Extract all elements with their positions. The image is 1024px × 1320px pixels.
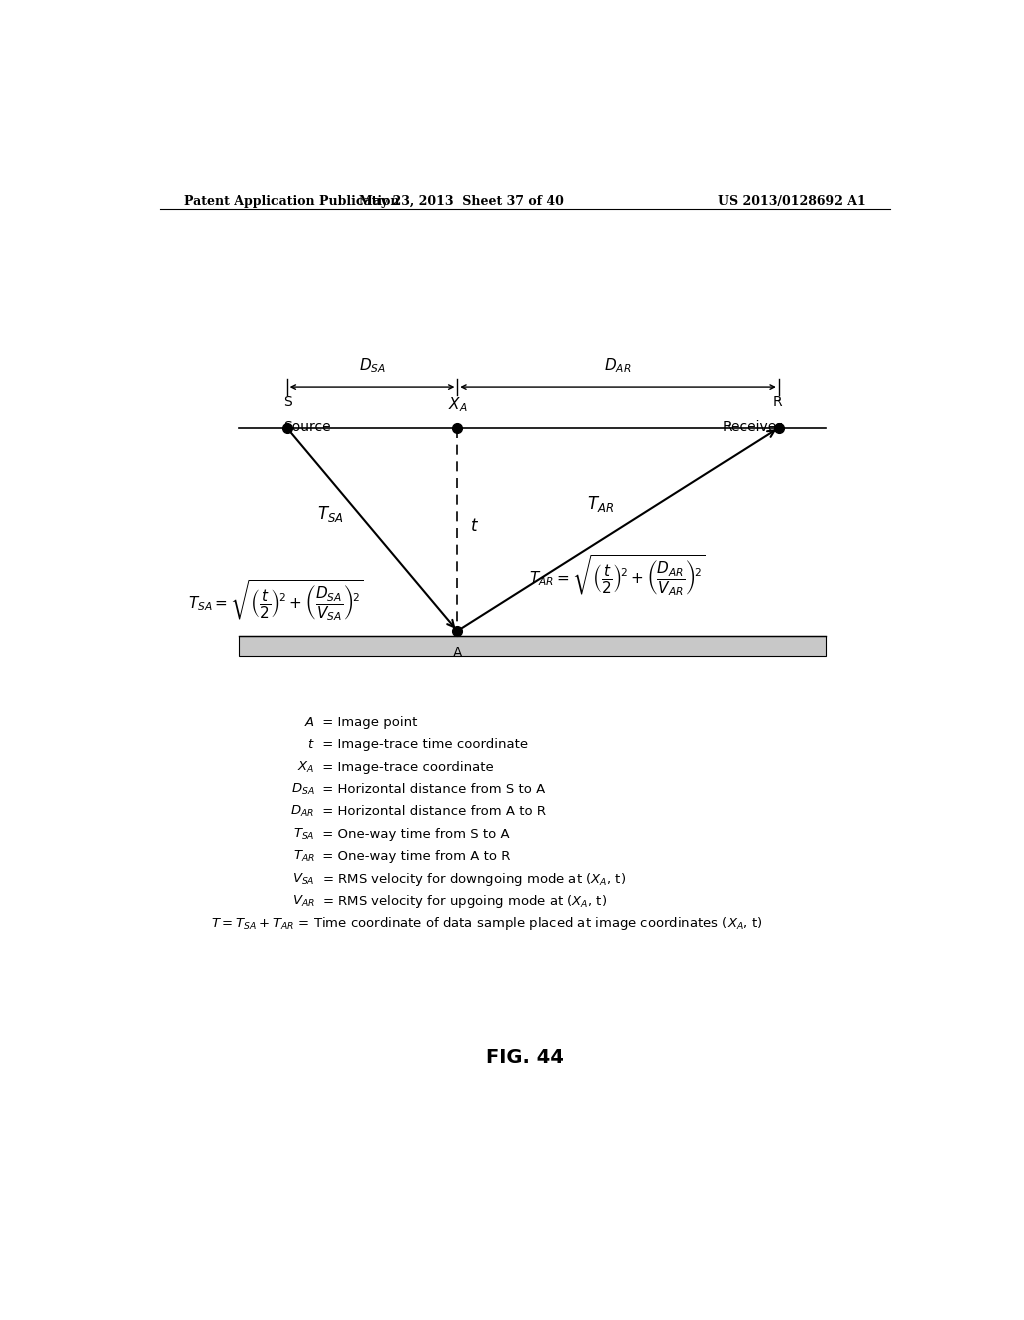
Text: $V_{SA}$: $V_{SA}$ <box>292 871 314 887</box>
Text: $t$: $t$ <box>307 738 314 751</box>
Text: $X_A$: $X_A$ <box>297 760 314 775</box>
Text: $D_{AR}$: $D_{AR}$ <box>291 804 314 820</box>
Text: $D_{AR}$: $D_{AR}$ <box>604 356 632 375</box>
Text: $X_A$: $X_A$ <box>447 395 467 413</box>
Text: = RMS velocity for downgoing mode at ($X_A$, t): = RMS velocity for downgoing mode at ($X… <box>318 870 627 887</box>
Text: $T_{SA}$: $T_{SA}$ <box>293 826 314 842</box>
Text: May 23, 2013  Sheet 37 of 40: May 23, 2013 Sheet 37 of 40 <box>358 195 564 209</box>
Bar <box>240 636 826 656</box>
Text: Receiver: Receiver <box>723 420 782 433</box>
Text: $V_{AR}$: $V_{AR}$ <box>292 894 314 909</box>
Text: $T_{AR}$: $T_{AR}$ <box>587 494 613 513</box>
Text: $T_{SA}$: $T_{SA}$ <box>317 504 344 524</box>
Text: = Horizontal distance from A to R: = Horizontal distance from A to R <box>318 805 547 818</box>
Text: = Image-trace time coordinate: = Image-trace time coordinate <box>318 738 528 751</box>
Text: S: S <box>283 396 292 409</box>
Text: t: t <box>471 517 477 536</box>
Text: $T_{AR}=\sqrt{\left(\dfrac{t}{2}\right)^{\!2}+\left(\dfrac{D_{AR}}{V_{AR}}\right: $T_{AR}=\sqrt{\left(\dfrac{t}{2}\right)^… <box>528 553 706 598</box>
Text: $D_{SA}$: $D_{SA}$ <box>291 781 314 797</box>
Text: $T_{SA}=\sqrt{\left(\dfrac{t}{2}\right)^{\!2}+\left(\dfrac{D_{SA}}{V_{SA}}\right: $T_{SA}=\sqrt{\left(\dfrac{t}{2}\right)^… <box>187 578 364 623</box>
Text: Source: Source <box>283 420 331 433</box>
Text: = Image-trace coordinate: = Image-trace coordinate <box>318 760 495 774</box>
Text: $D_{SA}$: $D_{SA}$ <box>358 356 386 375</box>
Text: = Image point: = Image point <box>318 715 418 729</box>
Text: Patent Application Publication: Patent Application Publication <box>183 195 399 209</box>
Text: US 2013/0128692 A1: US 2013/0128692 A1 <box>718 195 866 209</box>
Text: $A$: $A$ <box>304 715 314 729</box>
Text: = Horizontal distance from S to A: = Horizontal distance from S to A <box>318 783 546 796</box>
Text: FIG. 44: FIG. 44 <box>485 1048 564 1068</box>
Text: = RMS velocity for upgoing mode at ($X_A$, t): = RMS velocity for upgoing mode at ($X_A… <box>318 892 607 909</box>
Text: = One-way time from S to A: = One-way time from S to A <box>318 828 510 841</box>
Text: R: R <box>773 396 782 409</box>
Text: = One-way time from A to R: = One-way time from A to R <box>318 850 511 863</box>
Text: $T_{AR}$: $T_{AR}$ <box>293 849 314 865</box>
Text: $T = T_{SA} + T_{AR}$ = Time coordinate of data sample placed at image coordinat: $T = T_{SA} + T_{AR}$ = Time coordinate … <box>211 915 763 932</box>
Text: A: A <box>453 647 462 660</box>
